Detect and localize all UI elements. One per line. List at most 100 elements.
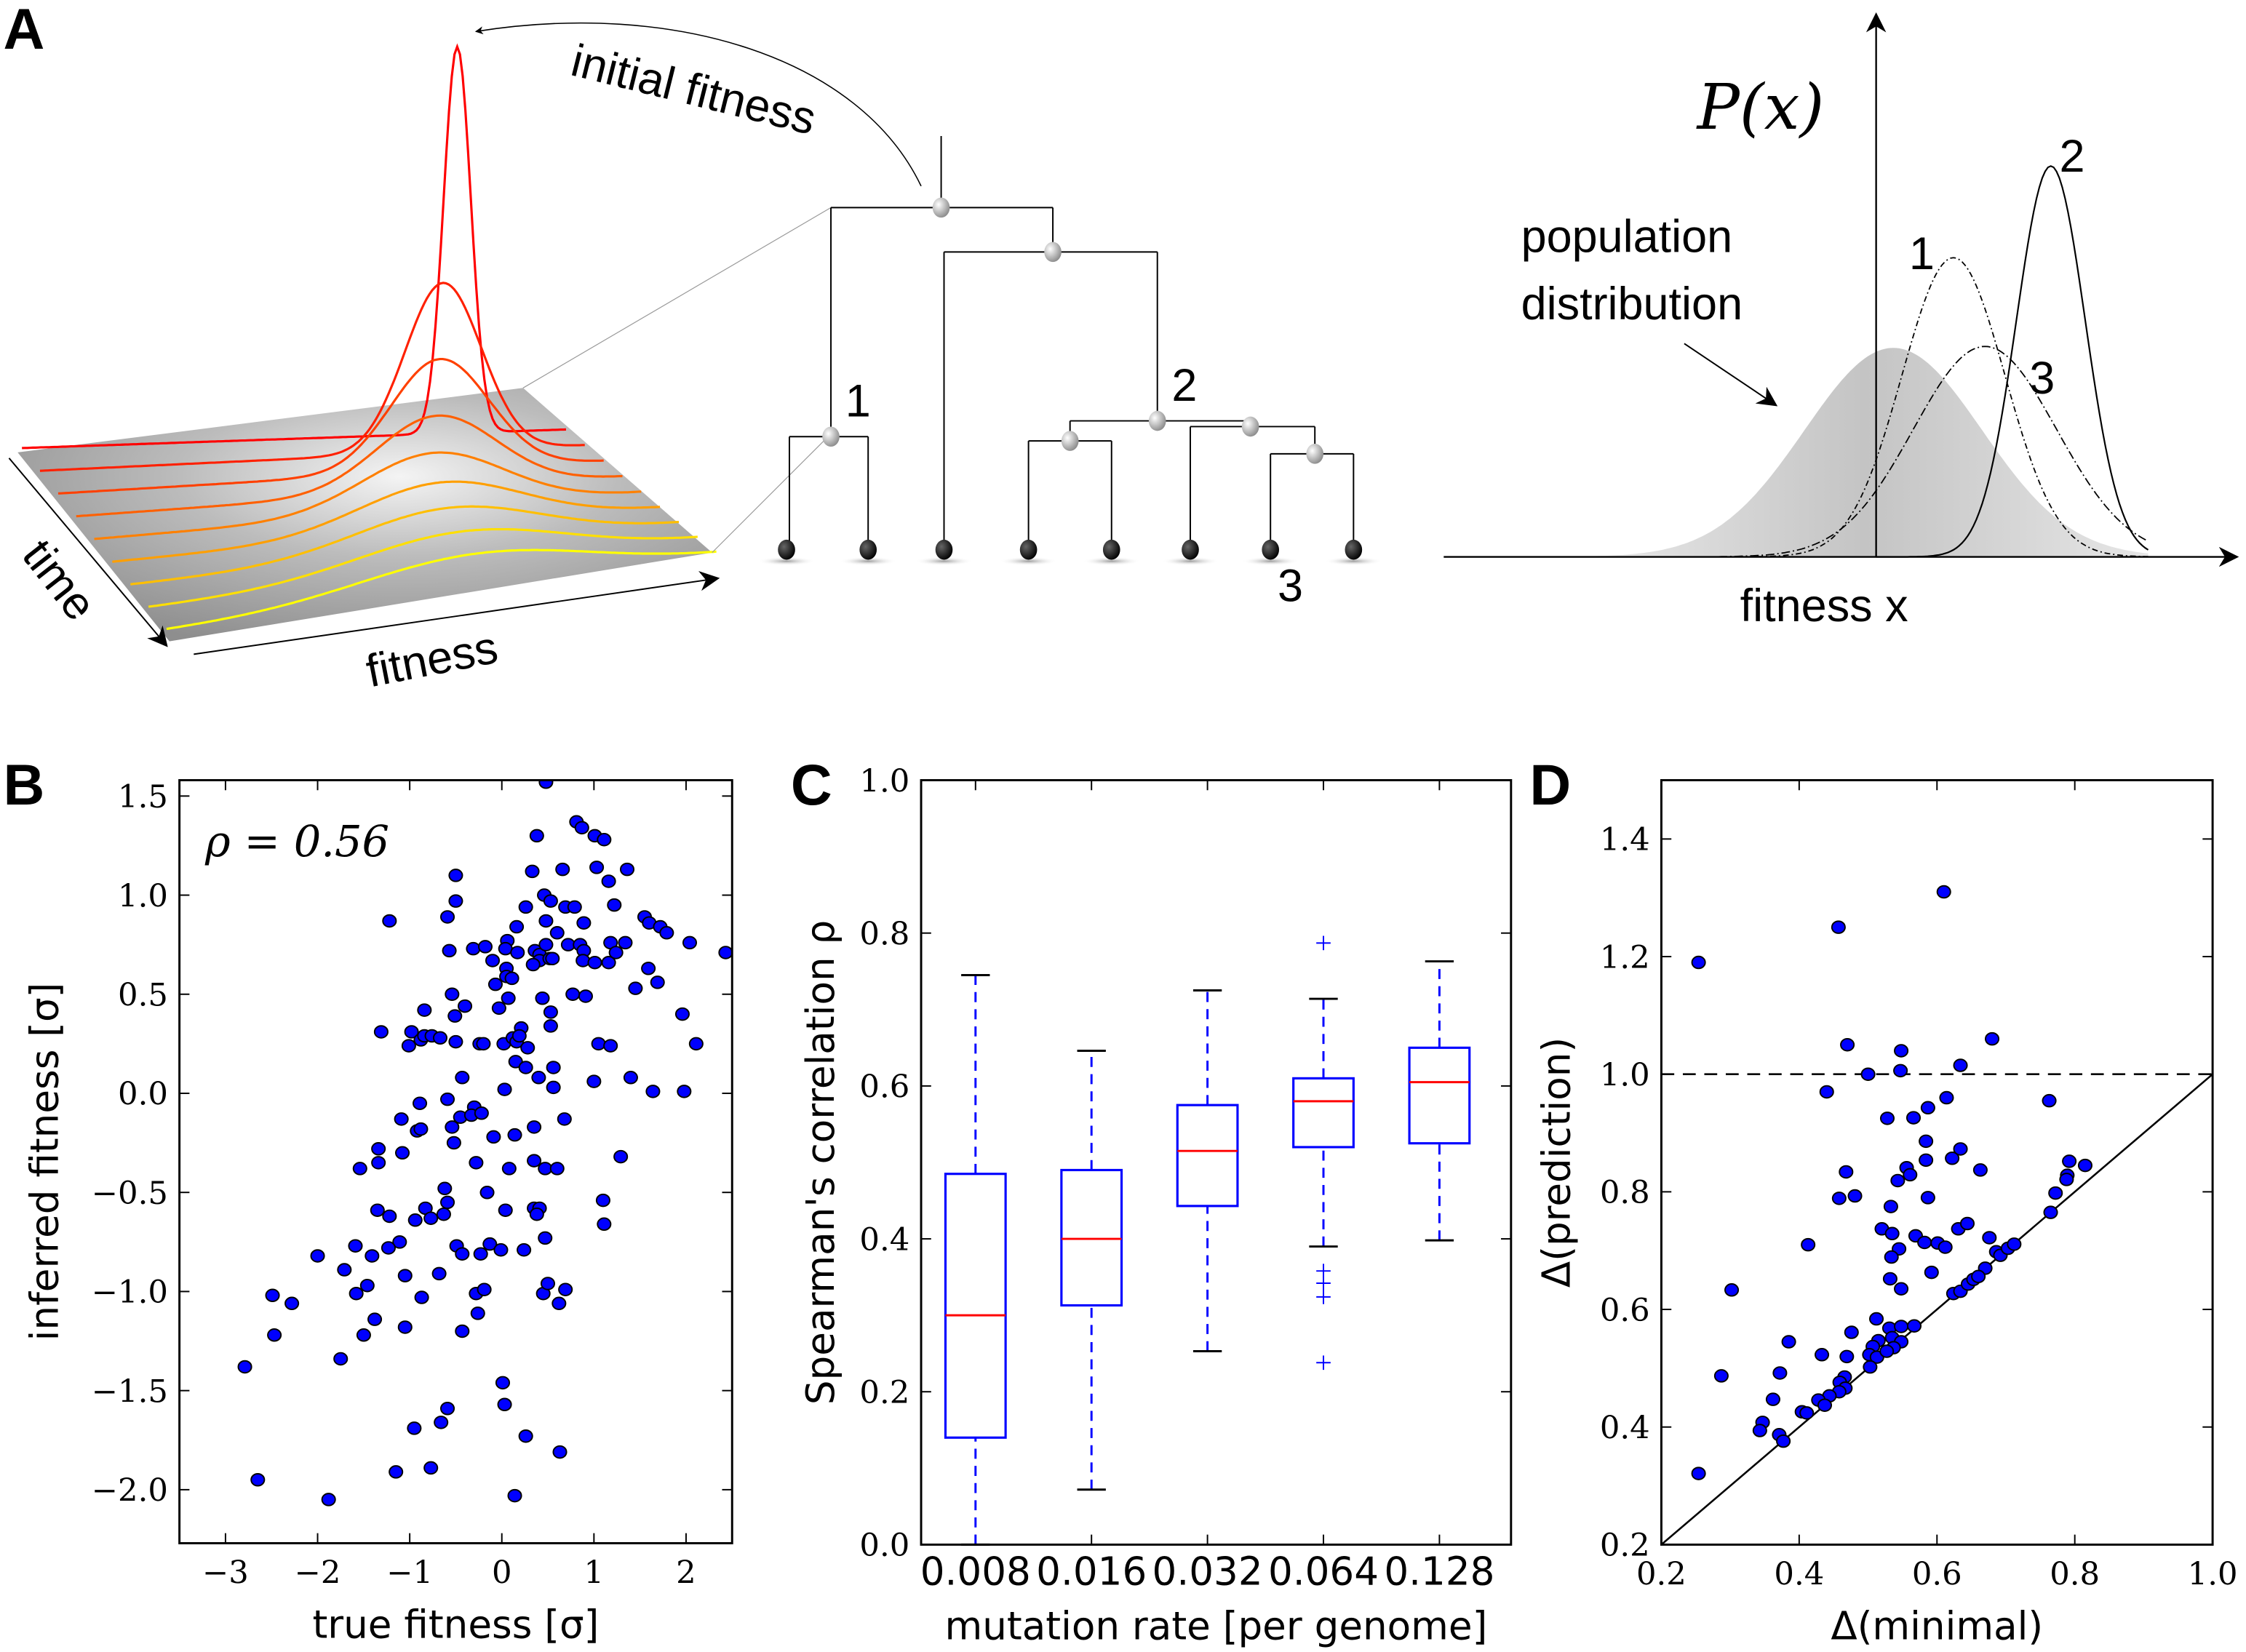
tree-internal-node: [1241, 416, 1259, 437]
fitness-axis-label: fitness: [362, 622, 502, 697]
data-point: [517, 1242, 532, 1257]
data-point: [538, 780, 554, 789]
data-point: [628, 981, 643, 995]
population-pointer-arrow: [1684, 343, 1778, 407]
data-point: [1959, 1216, 1975, 1231]
data-point: [482, 1237, 498, 1251]
data-point: [437, 1181, 453, 1196]
box-iqr: [1292, 1077, 1355, 1149]
plot-frame: [1660, 779, 2214, 1546]
data-point: [2043, 1205, 2058, 1219]
data-point: [447, 1009, 463, 1023]
data-point: [333, 1352, 349, 1366]
y-tick-label: 0.4: [859, 1222, 909, 1258]
x-tick-label: 0.008: [920, 1549, 1031, 1595]
zoom-guide-line: [522, 207, 832, 388]
data-point: [1815, 1348, 1830, 1362]
data-point: [2007, 1237, 2022, 1251]
y-tick-label: 1.2: [1600, 940, 1650, 976]
data-point: [365, 1249, 380, 1263]
outlier-marker: [1316, 1355, 1331, 1370]
data-point: [504, 971, 519, 986]
data-point: [623, 1071, 638, 1085]
y-tick-label: 1.5: [118, 779, 168, 815]
x-tick-label: 0.4: [1774, 1557, 1824, 1593]
data-point: [1844, 1325, 1859, 1339]
tree-internal-node: [822, 426, 840, 447]
data-point: [404, 1025, 419, 1039]
data-point: [397, 1269, 413, 1282]
fitness-x-label: fitness x: [1740, 580, 1908, 631]
data-point: [591, 1037, 606, 1051]
landscape-curve: [148, 527, 698, 608]
initial-fitness-label: initial fitness: [567, 35, 821, 145]
data-point: [549, 926, 565, 940]
tree-internal-node: [1061, 431, 1079, 451]
data-point: [518, 1061, 533, 1074]
landscape-surface: [17, 388, 712, 642]
panel-label-c: C: [791, 753, 832, 817]
data-point: [1945, 1152, 1960, 1165]
leaf-shadow: [1083, 556, 1141, 566]
data-point: [455, 1247, 470, 1261]
data-point: [476, 1037, 491, 1051]
leaf-shadow: [757, 556, 816, 566]
zoom-guide-line: [712, 433, 832, 554]
data-point: [434, 1416, 449, 1429]
data-point: [2077, 1158, 2092, 1173]
time-axis-arrow: [8, 458, 168, 647]
data-point: [1883, 1200, 1898, 1213]
data-point: [518, 900, 533, 914]
landscape-curve: [130, 505, 680, 586]
data-point: [1860, 1067, 1876, 1081]
x-tick-label: 0.064: [1268, 1549, 1379, 1595]
data-point: [507, 1128, 522, 1142]
data-point: [597, 1217, 612, 1232]
y-tick-label: 0.6: [859, 1069, 909, 1106]
y-tick-label: 0.2: [859, 1375, 909, 1411]
data-point: [601, 874, 616, 888]
data-point: [2042, 1093, 2057, 1108]
data-point: [558, 1282, 573, 1296]
diagonal-identity-line: [1660, 1073, 2213, 1546]
panel-label-d: D: [1529, 753, 1571, 817]
x-tick-label: 0: [492, 1555, 512, 1592]
x-tick-label: 0.128: [1384, 1549, 1494, 1595]
y-tick-label: −1.5: [92, 1373, 168, 1410]
data-point: [359, 1278, 375, 1293]
data-point: [1972, 1163, 1988, 1177]
data-point: [601, 955, 616, 970]
data-point: [543, 1019, 558, 1033]
data-point: [1831, 1192, 1847, 1205]
data-point: [1924, 1265, 1939, 1280]
data-point: [392, 1235, 407, 1249]
data-point: [511, 1029, 527, 1043]
fitness-distribution-curves: [22, 43, 717, 631]
data-point: [497, 1082, 512, 1096]
data-point: [1799, 1406, 1815, 1420]
data-point: [498, 941, 513, 956]
data-point: [718, 946, 733, 959]
data-point: [381, 1241, 396, 1255]
tree-internal-node: [1306, 444, 1324, 464]
box-iqr: [1060, 1168, 1123, 1307]
data-point: [407, 1421, 422, 1435]
curve-label-1: 1: [1909, 228, 1935, 279]
data-point: [520, 1041, 535, 1055]
y-tick-label: −1.0: [92, 1274, 168, 1311]
data-point: [439, 1092, 455, 1106]
data-point: [1884, 1250, 1899, 1264]
data-point: [413, 1122, 429, 1136]
data-point: [352, 1162, 367, 1176]
data-point: [485, 954, 501, 967]
data-point: [1868, 1312, 1884, 1326]
data-point: [1985, 1031, 2000, 1046]
data-point: [555, 862, 570, 877]
data-point: [574, 821, 589, 835]
data-point: [1839, 1165, 1854, 1179]
x-tick-label: 0.016: [1036, 1549, 1147, 1595]
data-point: [1831, 920, 1846, 934]
tree-internal-node: [932, 197, 950, 218]
plot-frame: [920, 779, 1513, 1546]
